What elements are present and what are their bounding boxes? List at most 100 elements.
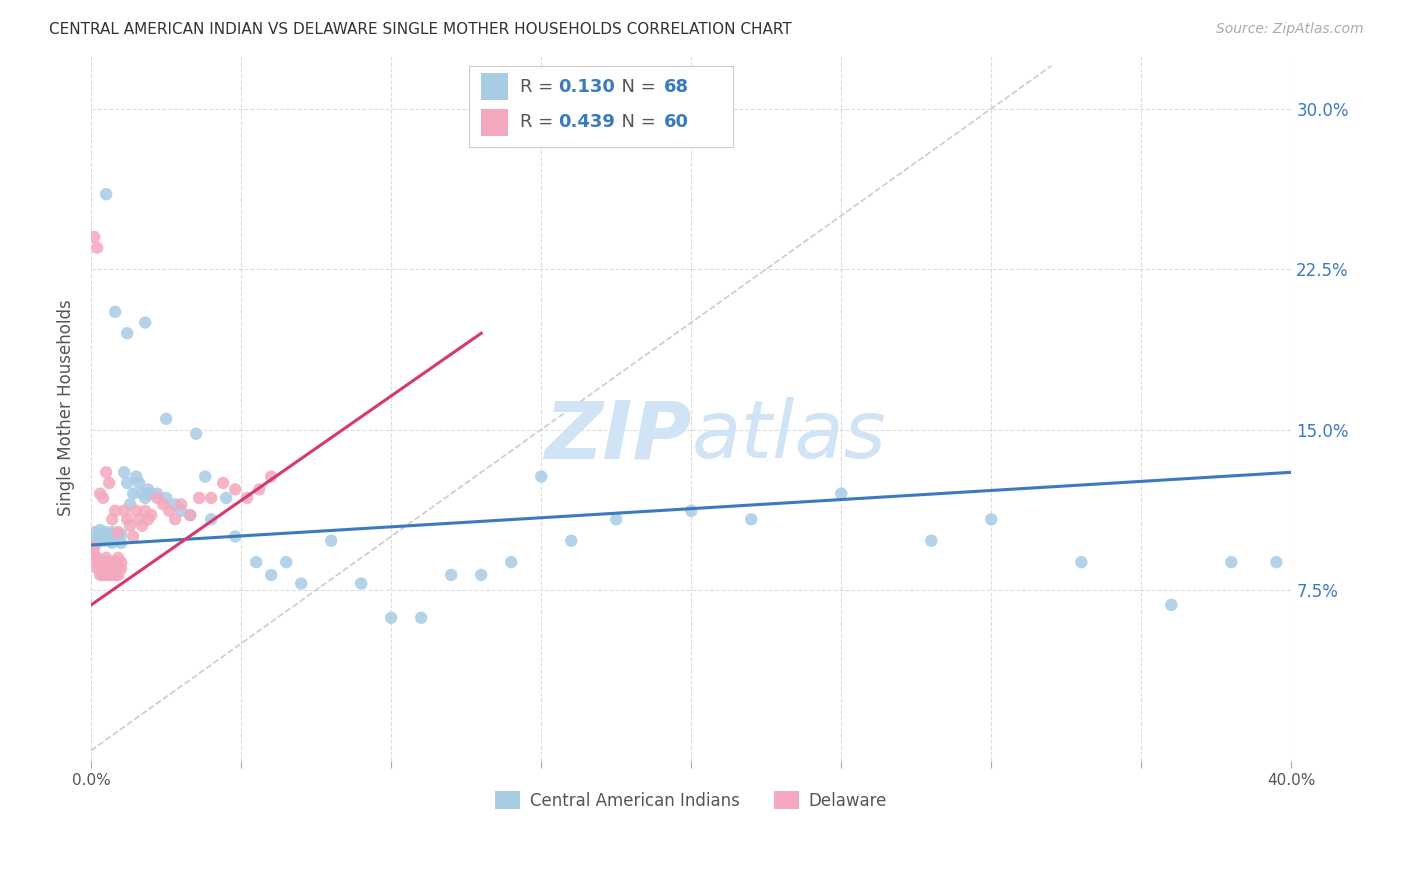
Text: 68: 68 <box>664 78 689 96</box>
Point <box>260 469 283 483</box>
Point <box>128 512 150 526</box>
Point <box>560 533 582 548</box>
Point <box>245 555 267 569</box>
Point <box>83 230 105 244</box>
Point <box>260 568 283 582</box>
Text: 60: 60 <box>664 113 689 131</box>
Point <box>141 508 163 522</box>
Point <box>83 525 105 540</box>
Point <box>440 568 463 582</box>
Point <box>146 491 169 505</box>
Point <box>91 491 114 505</box>
Point <box>98 561 121 575</box>
Point <box>89 486 111 500</box>
Point <box>276 555 298 569</box>
Point <box>1220 555 1243 569</box>
Point <box>91 527 114 541</box>
Point <box>350 576 373 591</box>
Text: 0.439: 0.439 <box>558 113 614 131</box>
Point <box>170 497 193 511</box>
Point <box>101 561 124 575</box>
Point <box>91 555 114 569</box>
Text: 0.130: 0.130 <box>558 78 614 96</box>
Point <box>980 512 1002 526</box>
Point <box>104 555 127 569</box>
Point <box>83 547 105 561</box>
Point <box>86 561 108 575</box>
Point <box>1070 555 1092 569</box>
Point <box>115 512 138 526</box>
Point <box>501 555 523 569</box>
Text: R =: R = <box>520 113 558 131</box>
Point <box>110 561 132 575</box>
FancyBboxPatch shape <box>481 73 508 100</box>
Point <box>146 486 169 500</box>
Point <box>104 504 127 518</box>
Point <box>107 559 129 574</box>
Point <box>247 483 270 497</box>
Point <box>179 508 201 522</box>
Point <box>530 469 553 483</box>
Point <box>107 525 129 540</box>
Point <box>136 483 159 497</box>
Point <box>212 475 235 490</box>
Point <box>104 527 127 541</box>
Point <box>224 483 246 497</box>
Point <box>110 555 132 569</box>
Y-axis label: Single Mother Households: Single Mother Households <box>58 300 75 516</box>
Point <box>120 497 142 511</box>
Point <box>122 529 145 543</box>
Point <box>89 529 111 543</box>
Point <box>101 525 124 540</box>
Point <box>470 568 492 582</box>
Point <box>321 533 343 548</box>
FancyBboxPatch shape <box>481 109 508 136</box>
Point <box>96 561 118 575</box>
Text: atlas: atlas <box>692 397 886 475</box>
Point <box>83 540 105 554</box>
Point <box>96 550 118 565</box>
Point <box>98 475 121 490</box>
Point <box>605 512 627 526</box>
Text: Source: ZipAtlas.com: Source: ZipAtlas.com <box>1216 22 1364 37</box>
Point <box>112 504 135 518</box>
Point <box>110 527 132 541</box>
Point <box>215 491 238 505</box>
Point <box>89 555 111 569</box>
Point <box>107 533 129 548</box>
Point <box>155 412 177 426</box>
Point <box>681 504 703 518</box>
Point <box>141 486 163 500</box>
Point <box>104 532 127 546</box>
Point <box>830 486 852 500</box>
Point <box>104 561 127 575</box>
Point <box>104 305 127 319</box>
Point <box>134 504 156 518</box>
Point <box>107 568 129 582</box>
Point <box>157 504 180 518</box>
Point <box>86 555 108 569</box>
Point <box>89 523 111 537</box>
Point <box>89 561 111 575</box>
Point <box>96 525 118 540</box>
Point <box>98 555 121 569</box>
Point <box>179 508 201 522</box>
Point <box>86 241 108 255</box>
Point <box>86 550 108 565</box>
Point <box>83 533 105 548</box>
Point <box>110 536 132 550</box>
Point <box>194 469 217 483</box>
Point <box>101 555 124 569</box>
Point <box>186 426 208 441</box>
Text: R =: R = <box>520 78 558 96</box>
Point <box>104 568 127 582</box>
Point <box>380 611 402 625</box>
Point <box>96 568 118 582</box>
Point <box>96 187 118 202</box>
Point <box>920 533 942 548</box>
Point <box>107 550 129 565</box>
Point <box>91 561 114 575</box>
Point <box>98 529 121 543</box>
Point <box>224 529 246 543</box>
Point <box>86 536 108 550</box>
